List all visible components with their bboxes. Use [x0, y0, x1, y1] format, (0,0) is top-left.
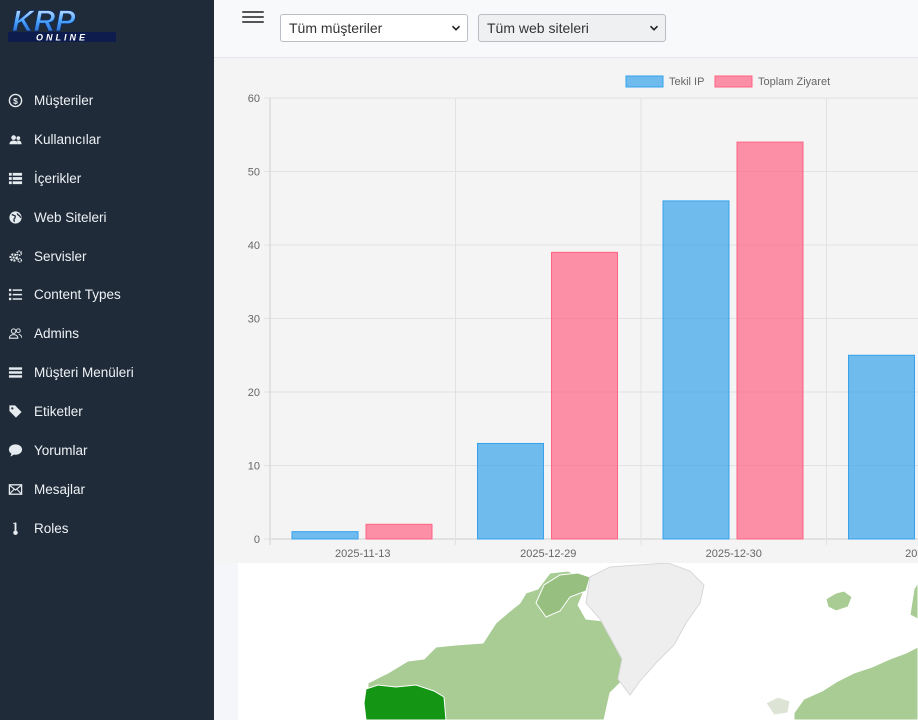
y-tick-label: 60	[248, 93, 260, 105]
map-region-novaya-zemlya[interactable]	[909, 582, 918, 620]
site-filter-value: Tüm web siteleri	[487, 20, 589, 36]
legend-label[interactable]: Toplam Ziyaret	[758, 76, 830, 88]
sidebar-item-label: Mesajlar	[34, 481, 86, 497]
bar-tekil-ip[interactable]	[477, 442, 544, 540]
bar-tekil-ip[interactable]	[291, 531, 359, 540]
y-tick-label: 10	[248, 461, 260, 473]
x-tick-label: 2025-11-13	[335, 548, 390, 560]
sidebar-item-label: Content Types	[34, 287, 121, 303]
sidebar-item-mesajlar[interactable]: Mesajlar	[0, 470, 214, 509]
list-icon	[6, 169, 24, 187]
sidebar-item-content-types[interactable]: Content Types	[0, 275, 214, 314]
y-tick-label: 20	[248, 387, 260, 399]
sidebar-item-icerikler[interactable]: İçerikler	[0, 159, 214, 198]
sidebar-item-kullanicilar[interactable]: Kullanıcılar	[0, 120, 214, 159]
legend-swatch[interactable]	[714, 75, 753, 88]
dollar-circle-icon: $	[6, 91, 24, 109]
users-icon	[6, 130, 24, 148]
tag-icon	[6, 403, 24, 421]
map-region-scandinavia[interactable]	[793, 646, 918, 720]
map-region-alaska[interactable]	[363, 684, 447, 720]
logo-subtext: ONLINE	[36, 33, 88, 43]
world-map-svg	[363, 563, 918, 720]
y-tick-label: 0	[254, 534, 260, 546]
bar-toplam-ziyaret[interactable]	[551, 251, 618, 540]
visits-chart-panel: 0 10 20 30 40 50 60 2025-11-13 2025-12-29 2025-1…	[214, 58, 918, 563]
legend-label[interactable]: Tekil IP	[669, 76, 704, 88]
sidebar-item-servisler[interactable]: Servisler	[0, 237, 214, 276]
chevron-down-icon	[649, 25, 659, 31]
customer-filter-select[interactable]: Tüm müşteriler	[280, 14, 468, 42]
hamburger-menu-icon[interactable]	[242, 8, 264, 26]
map-region-greenland[interactable]	[585, 563, 705, 696]
sidebar-item-label: Müşteriler	[34, 92, 94, 108]
sidebar-item-web-siteleri[interactable]: Web Siteleri	[0, 198, 214, 237]
bar-toplam-ziyaret[interactable]	[736, 141, 804, 540]
cogs-icon	[6, 247, 24, 265]
globe-icon	[6, 208, 24, 226]
x-tick-label: 2025-12-29	[520, 548, 576, 560]
sidebar-item-musteri-menuleri[interactable]: Müşteri Menüleri	[0, 353, 214, 392]
sidebar-item-label: Servisler	[34, 248, 87, 264]
sidebar: KRP ONLINE $ Müşteriler Kullanıcılar İçe…	[0, 0, 214, 720]
sidebar-item-label: Kullanıcılar	[34, 131, 101, 147]
site-filter-select[interactable]: Tüm web siteleri	[478, 14, 666, 42]
sidebar-item-label: Roles	[34, 520, 69, 536]
svg-text:$: $	[13, 96, 18, 106]
comment-icon	[6, 441, 24, 459]
sidebar-item-label: İçerikler	[34, 170, 82, 186]
bar-toplam-ziyaret[interactable]	[365, 523, 433, 540]
visits-bar-chart: 0 10 20 30 40 50 60 2025-11-13 2025-12-29 2025-1…	[248, 75, 918, 560]
sidebar-item-label: Müşteri Menüleri	[34, 365, 134, 381]
envelope-icon	[6, 480, 24, 498]
bar-tekil-ip[interactable]	[848, 354, 915, 540]
legend-swatch[interactable]	[625, 75, 664, 88]
user-group-outline-icon	[6, 325, 24, 343]
top-header: Tüm müşteriler Tüm web siteleri	[214, 0, 918, 58]
sidebar-item-etiketler[interactable]: Etiketler	[0, 392, 214, 431]
y-tick-label: 50	[248, 167, 260, 179]
sidebar-item-roles[interactable]: Roles	[0, 509, 214, 548]
sidebar-menu: $ Müşteriler Kullanıcılar İçerikler Web …	[0, 81, 214, 548]
y-tick-label: 40	[248, 240, 260, 252]
sidebar-item-label: Admins	[34, 326, 80, 342]
map-region-svalbard[interactable]	[825, 590, 853, 612]
krp-online-logo[interactable]: KRP ONLINE	[8, 4, 123, 44]
y-tick-label: 30	[248, 314, 260, 326]
x-tick-label: 2025-12-30	[706, 548, 762, 560]
sidebar-item-label: Yorumlar	[34, 442, 88, 458]
sidebar-item-yorumlar[interactable]: Yorumlar	[0, 431, 214, 470]
x-tick-label: 2025-	[905, 548, 918, 560]
chevron-down-icon	[451, 25, 461, 31]
customer-filter-value: Tüm müşteriler	[289, 20, 383, 36]
sidebar-item-label: Etiketler	[34, 404, 83, 420]
sidebar-item-admins[interactable]: Admins	[0, 314, 214, 353]
bars-icon	[6, 364, 24, 382]
list-ul-icon	[6, 286, 24, 304]
visitor-world-map[interactable]	[238, 563, 918, 720]
sidebar-item-musteriler[interactable]: $ Müşteriler	[0, 81, 214, 120]
bar-tekil-ip[interactable]	[662, 200, 730, 540]
map-region-iceland[interactable]	[765, 696, 791, 716]
thermometer-icon	[6, 519, 24, 537]
sidebar-item-label: Web Siteleri	[34, 209, 107, 225]
map-region-ellesmere[interactable]	[535, 572, 591, 618]
